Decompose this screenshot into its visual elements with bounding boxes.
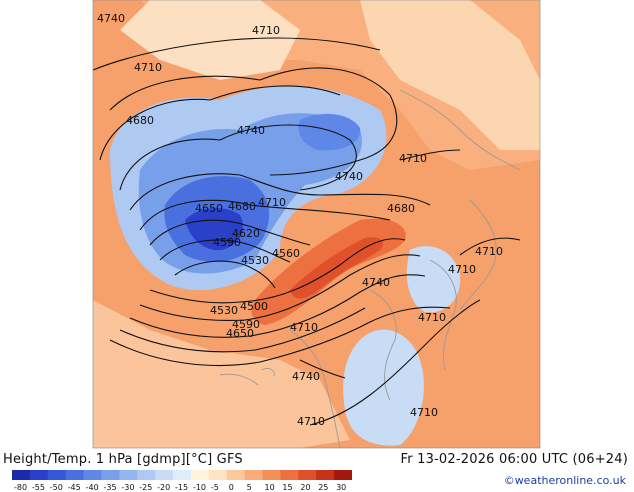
color-legend-swatch [65,470,85,480]
contour-label: 4710 [252,24,280,37]
contour-label: 4710 [297,415,325,428]
contour-label: 4620 [232,227,260,240]
color-legend-tick: 20 [300,483,311,492]
color-legend-tick: -15 [175,483,189,492]
contour-label: 4740 [362,276,390,289]
credit-link[interactable]: ©weatheronline.co.uk [503,474,626,487]
color-legend-tick: 0 [228,483,234,492]
color-legend-swatch [280,470,299,480]
color-legend-tick: 25 [318,483,329,492]
contour-label: 4530 [241,254,269,267]
chart-title: Height/Temp. 1 hPa [gdmp][°C] GFS [3,452,243,467]
color-legend-tick: 30 [336,483,347,492]
color-legend-swatch [119,470,138,480]
contour-label: 4740 [97,12,125,25]
color-legend [12,470,352,480]
color-legend-swatch [83,470,102,480]
color-legend-swatch [244,470,264,480]
contour-label: 4530 [210,304,238,317]
color-legend-tick: -55 [31,483,45,492]
color-legend-swatch [137,470,156,480]
contour-label: 4590 [232,318,260,331]
contour-label: 4650 [195,202,223,215]
color-legend-swatch [173,470,192,480]
color-legend-swatch [101,470,120,480]
color-legend-swatch [29,470,49,480]
color-legend-tick: 15 [282,483,293,492]
contour-label: 4710 [258,196,286,209]
color-legend-tick: 10 [264,483,275,492]
contour-label: 4590 [213,236,241,249]
contour-label: 4500 [240,300,268,313]
valid-time: Fr 13-02-2026 06:00 UTC (06+24) [400,452,628,467]
color-legend-swatch [298,470,317,480]
contour-label: 4710 [475,245,503,258]
contour-label: 4710 [448,263,476,276]
color-legend-swatch [190,470,210,480]
color-legend-tick: -5 [210,483,219,492]
color-legend-tick: -50 [49,483,63,492]
color-legend-tick: -30 [121,483,135,492]
height-contours [92,37,521,426]
temperature-field [93,0,540,448]
color-legend-tick: -80 [14,483,28,492]
color-legend-swatch [12,470,31,480]
contour-label: 4650 [226,327,254,340]
contour-label: 4680 [126,114,154,127]
color-legend-swatch [316,470,335,480]
contour-label: 4710 [134,61,162,74]
color-legend-swatch [155,470,174,480]
contour-label: 4560 [272,247,300,260]
color-legend-swatch [226,470,246,480]
contour-label: 4740 [292,370,320,383]
contour-label: 4740 [335,170,363,183]
color-legend-swatch [208,470,228,480]
contour-label: 4710 [399,152,427,165]
color-legend-tick: -10 [192,483,207,492]
color-legend-swatch [334,470,352,480]
color-legend-tick: -40 [85,483,99,492]
contour-label: 4710 [410,406,438,419]
contour-labels: 4740 4710 4710 4680 4740 4740 4710 4680 … [97,12,503,428]
contour-label: 4740 [237,124,265,137]
contour-label: 4680 [387,202,415,215]
color-legend-tick: -35 [103,483,117,492]
color-legend-swatch [262,470,281,480]
color-legend-swatch [47,470,67,480]
map-frame [92,0,541,449]
contour-label: 4710 [290,321,318,334]
color-legend-tick: 5 [246,483,252,492]
contour-label: 4680 [228,200,256,213]
color-legend-tick: -45 [67,483,81,492]
contour-label: 4710 [418,311,446,324]
color-legend-tick: -25 [139,483,153,492]
color-legend-tick: -20 [157,483,171,492]
